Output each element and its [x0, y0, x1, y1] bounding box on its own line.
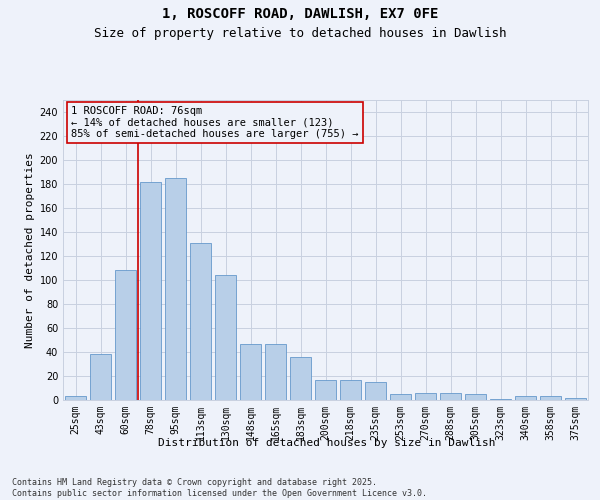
Text: Distribution of detached houses by size in Dawlish: Distribution of detached houses by size …: [158, 438, 496, 448]
Bar: [415, 393, 436, 400]
Bar: [315, 380, 336, 400]
Bar: [340, 380, 361, 400]
Bar: [365, 382, 386, 400]
Bar: [540, 396, 561, 400]
Bar: [240, 344, 261, 400]
Text: Size of property relative to detached houses in Dawlish: Size of property relative to detached ho…: [94, 28, 506, 40]
Bar: [140, 182, 161, 400]
Y-axis label: Number of detached properties: Number of detached properties: [25, 152, 35, 348]
Bar: [290, 357, 311, 400]
Bar: [515, 396, 536, 400]
Bar: [440, 393, 461, 400]
Bar: [265, 344, 286, 400]
Bar: [165, 178, 186, 400]
Bar: [565, 398, 586, 400]
Text: Contains HM Land Registry data © Crown copyright and database right 2025.
Contai: Contains HM Land Registry data © Crown c…: [12, 478, 427, 498]
Bar: [90, 354, 111, 400]
Text: 1 ROSCOFF ROAD: 76sqm
← 14% of detached houses are smaller (123)
85% of semi-det: 1 ROSCOFF ROAD: 76sqm ← 14% of detached …: [71, 106, 358, 139]
Text: 1, ROSCOFF ROAD, DAWLISH, EX7 0FE: 1, ROSCOFF ROAD, DAWLISH, EX7 0FE: [162, 8, 438, 22]
Bar: [390, 394, 411, 400]
Bar: [115, 270, 136, 400]
Bar: [65, 396, 86, 400]
Bar: [490, 399, 511, 400]
Bar: [465, 394, 486, 400]
Bar: [190, 243, 211, 400]
Bar: [215, 275, 236, 400]
